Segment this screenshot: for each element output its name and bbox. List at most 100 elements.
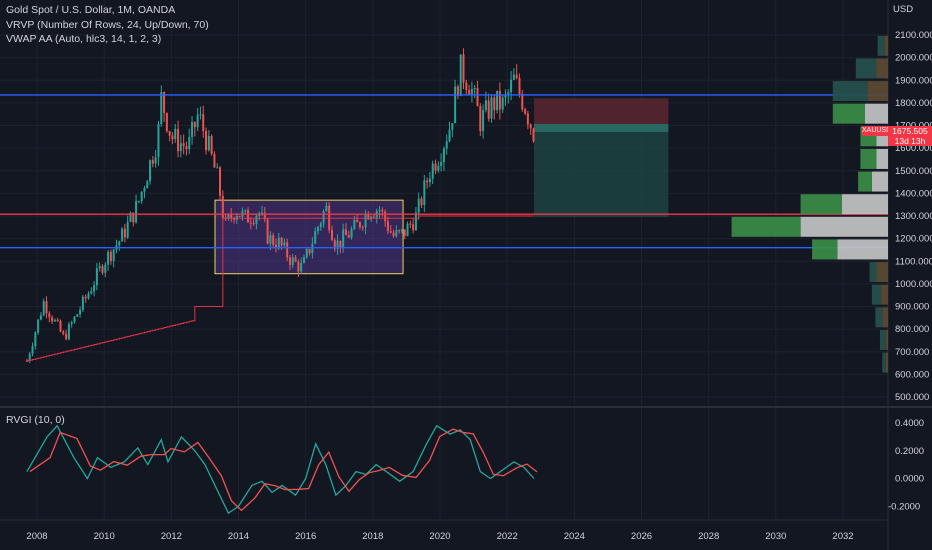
- price-tick-label: 1000.000: [895, 279, 932, 290]
- time-tick-label: 2020: [429, 531, 450, 542]
- candle: [336, 240, 339, 249]
- candle: [526, 113, 529, 125]
- candle: [406, 223, 409, 237]
- candle: [37, 319, 40, 333]
- candle: [263, 212, 266, 220]
- candle: [252, 223, 255, 225]
- time-tick-label: 2028: [698, 531, 719, 542]
- volume-row-up: [832, 103, 865, 124]
- candle: [381, 210, 384, 212]
- candle: [146, 181, 149, 189]
- candle: [233, 217, 236, 220]
- target-zone: [534, 125, 669, 218]
- candle: [188, 136, 191, 150]
- candle: [319, 223, 322, 228]
- candle: [227, 214, 230, 219]
- candle: [333, 240, 336, 249]
- candle: [454, 86, 457, 124]
- candle: [330, 229, 333, 241]
- candle: [445, 141, 448, 149]
- candle: [202, 114, 205, 131]
- candle: [154, 156, 157, 164]
- candle: [339, 240, 342, 248]
- candle: [442, 148, 445, 163]
- candle: [95, 268, 98, 286]
- price-axis[interactable]: 2100.0002000.0001900.0001800.0001700.000…: [895, 30, 932, 403]
- volume-row-up: [879, 329, 886, 350]
- candle: [451, 123, 454, 130]
- candle: [294, 257, 297, 262]
- candle: [272, 235, 275, 245]
- candle: [356, 219, 359, 223]
- time-tick-label: 2032: [832, 531, 853, 542]
- candle: [205, 130, 208, 151]
- indicator-legend-vwap[interactable]: VWAP AA (Auto, hlc3, 14, 1, 2, 3): [6, 33, 162, 45]
- candle: [361, 227, 364, 229]
- candle: [185, 146, 188, 150]
- oscillator-axis[interactable]: 0.4000 0.2000 0.0000 -0.2000: [888, 418, 924, 512]
- time-tick-label: 2016: [295, 531, 316, 542]
- volume-row-up: [882, 352, 886, 373]
- price-tick-label: 1200.000: [895, 234, 932, 245]
- candle: [160, 92, 163, 125]
- candle: [191, 122, 194, 137]
- candle: [484, 100, 487, 111]
- candle: [358, 222, 361, 228]
- candle: [434, 163, 437, 171]
- candle: [182, 143, 185, 147]
- candle: [288, 257, 291, 265]
- price-tick-label: 500.000: [895, 392, 929, 403]
- indicator-legend-vrvp[interactable]: VRVP (Number Of Rows, 24, Up/Down, 70): [6, 19, 209, 31]
- volume-row-down: [882, 307, 888, 328]
- candle: [135, 201, 138, 223]
- candle: [196, 114, 199, 128]
- candle: [70, 322, 73, 325]
- candle: [490, 97, 493, 119]
- drawing-layer: [214, 98, 669, 275]
- candle: [221, 195, 224, 218]
- candle: [140, 191, 143, 202]
- candle: [157, 124, 160, 157]
- volume-row-up: [869, 262, 877, 283]
- candle: [143, 188, 146, 192]
- candle: [448, 129, 451, 142]
- bar-countdown: 13d 13h: [894, 136, 926, 146]
- candle: [249, 222, 252, 224]
- time-axis[interactable]: 2008 2010 2012 2014 2016 2018 2020 2022 2024 2026…: [26, 531, 853, 542]
- chart-title[interactable]: Gold Spot / U.S. Dollar, 1M, OANDA: [6, 4, 176, 16]
- candle: [493, 97, 496, 111]
- volume-row-up: [855, 58, 877, 79]
- candle: [428, 178, 431, 183]
- candle: [151, 160, 154, 164]
- candle: [426, 180, 429, 183]
- candle: [87, 293, 90, 299]
- candle: [420, 198, 423, 205]
- candle: [104, 264, 107, 273]
- candle: [238, 215, 241, 217]
- current-price-tag: 1675.505 13d 13h: [888, 126, 932, 146]
- candle: [417, 198, 420, 213]
- candle: [56, 319, 59, 321]
- candle: [473, 87, 476, 89]
- oscillator-tick-label: 0.4000: [895, 418, 924, 429]
- candle: [487, 100, 490, 119]
- candle: [456, 86, 459, 96]
- candle: [149, 160, 152, 182]
- candle: [400, 229, 403, 231]
- currency-label: USD: [893, 4, 914, 15]
- volume-row-down: [867, 81, 888, 102]
- candle: [129, 212, 132, 222]
- price-tick-label: 800.000: [895, 324, 929, 335]
- price-tick-label: 1900.000: [895, 75, 932, 86]
- candle: [28, 353, 31, 361]
- indicator-legend-rvgi[interactable]: RVGI (10, 0): [6, 414, 65, 426]
- candle: [31, 346, 34, 354]
- candle: [53, 319, 56, 322]
- time-tick-label: 2024: [564, 531, 585, 542]
- candle: [440, 162, 443, 166]
- volume-row-up: [860, 148, 877, 169]
- volume-row-down: [884, 35, 888, 56]
- volume-row-down: [837, 239, 888, 260]
